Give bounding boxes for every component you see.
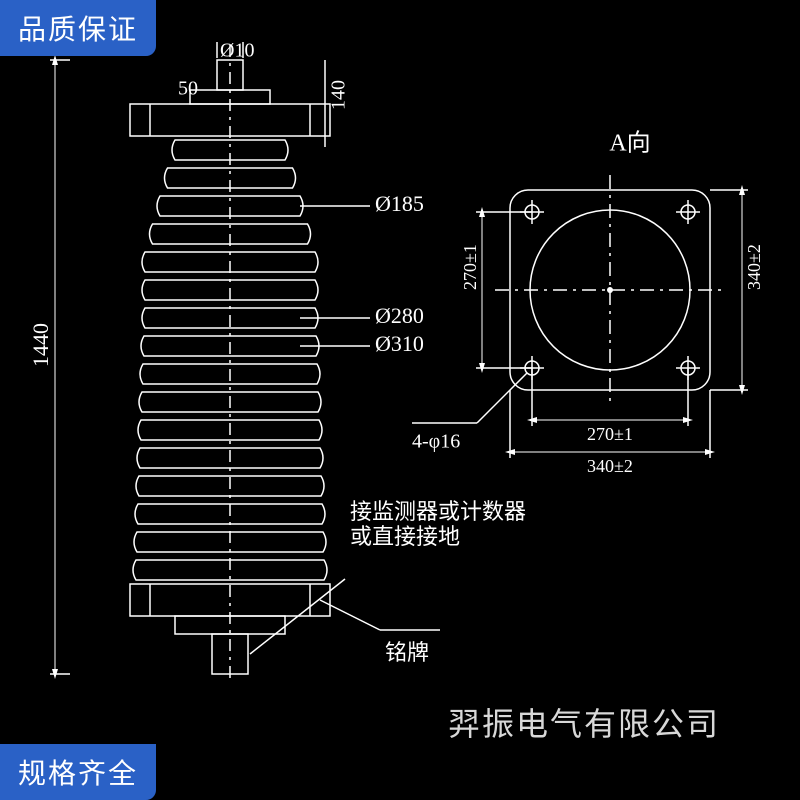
svg-text:Ø280: Ø280 bbox=[375, 303, 424, 328]
svg-text:A向: A向 bbox=[609, 130, 650, 157]
svg-text:270±1: 270±1 bbox=[587, 424, 633, 444]
svg-text:270±1: 270±1 bbox=[460, 244, 480, 290]
svg-text:340±2: 340±2 bbox=[587, 456, 633, 476]
svg-text:接监测器或计数器: 接监测器或计数器 bbox=[350, 499, 526, 524]
cad-drawing: Ø1050140Ø185Ø280Ø310接监测器或计数器或直接接地铭牌1440 … bbox=[0, 0, 800, 800]
svg-text:Ø185: Ø185 bbox=[375, 191, 424, 216]
flange-plan-view: A向 4-φ16 270±1 340±2 270±1 340±2 bbox=[412, 130, 764, 477]
svg-text:1440: 1440 bbox=[28, 323, 53, 367]
svg-text:Ø310: Ø310 bbox=[375, 331, 424, 356]
svg-text:或直接接地: 或直接接地 bbox=[350, 524, 460, 549]
svg-text:50: 50 bbox=[178, 78, 198, 100]
svg-text:Ø10: Ø10 bbox=[220, 40, 254, 62]
svg-text:340±2: 340±2 bbox=[744, 244, 764, 290]
quality-badge: 品质保证 bbox=[0, 0, 156, 56]
spec-badge: 规格齐全 bbox=[0, 744, 156, 800]
side-elevation: Ø10 50 140 Ø185 Ø280 Ø310 接监测器或计数器或直接接地铭牌 1440 bbox=[28, 40, 526, 684]
svg-text:铭牌: 铭牌 bbox=[385, 640, 429, 665]
svg-text:4-φ16: 4-φ16 bbox=[412, 431, 460, 453]
svg-text:140: 140 bbox=[328, 80, 350, 110]
